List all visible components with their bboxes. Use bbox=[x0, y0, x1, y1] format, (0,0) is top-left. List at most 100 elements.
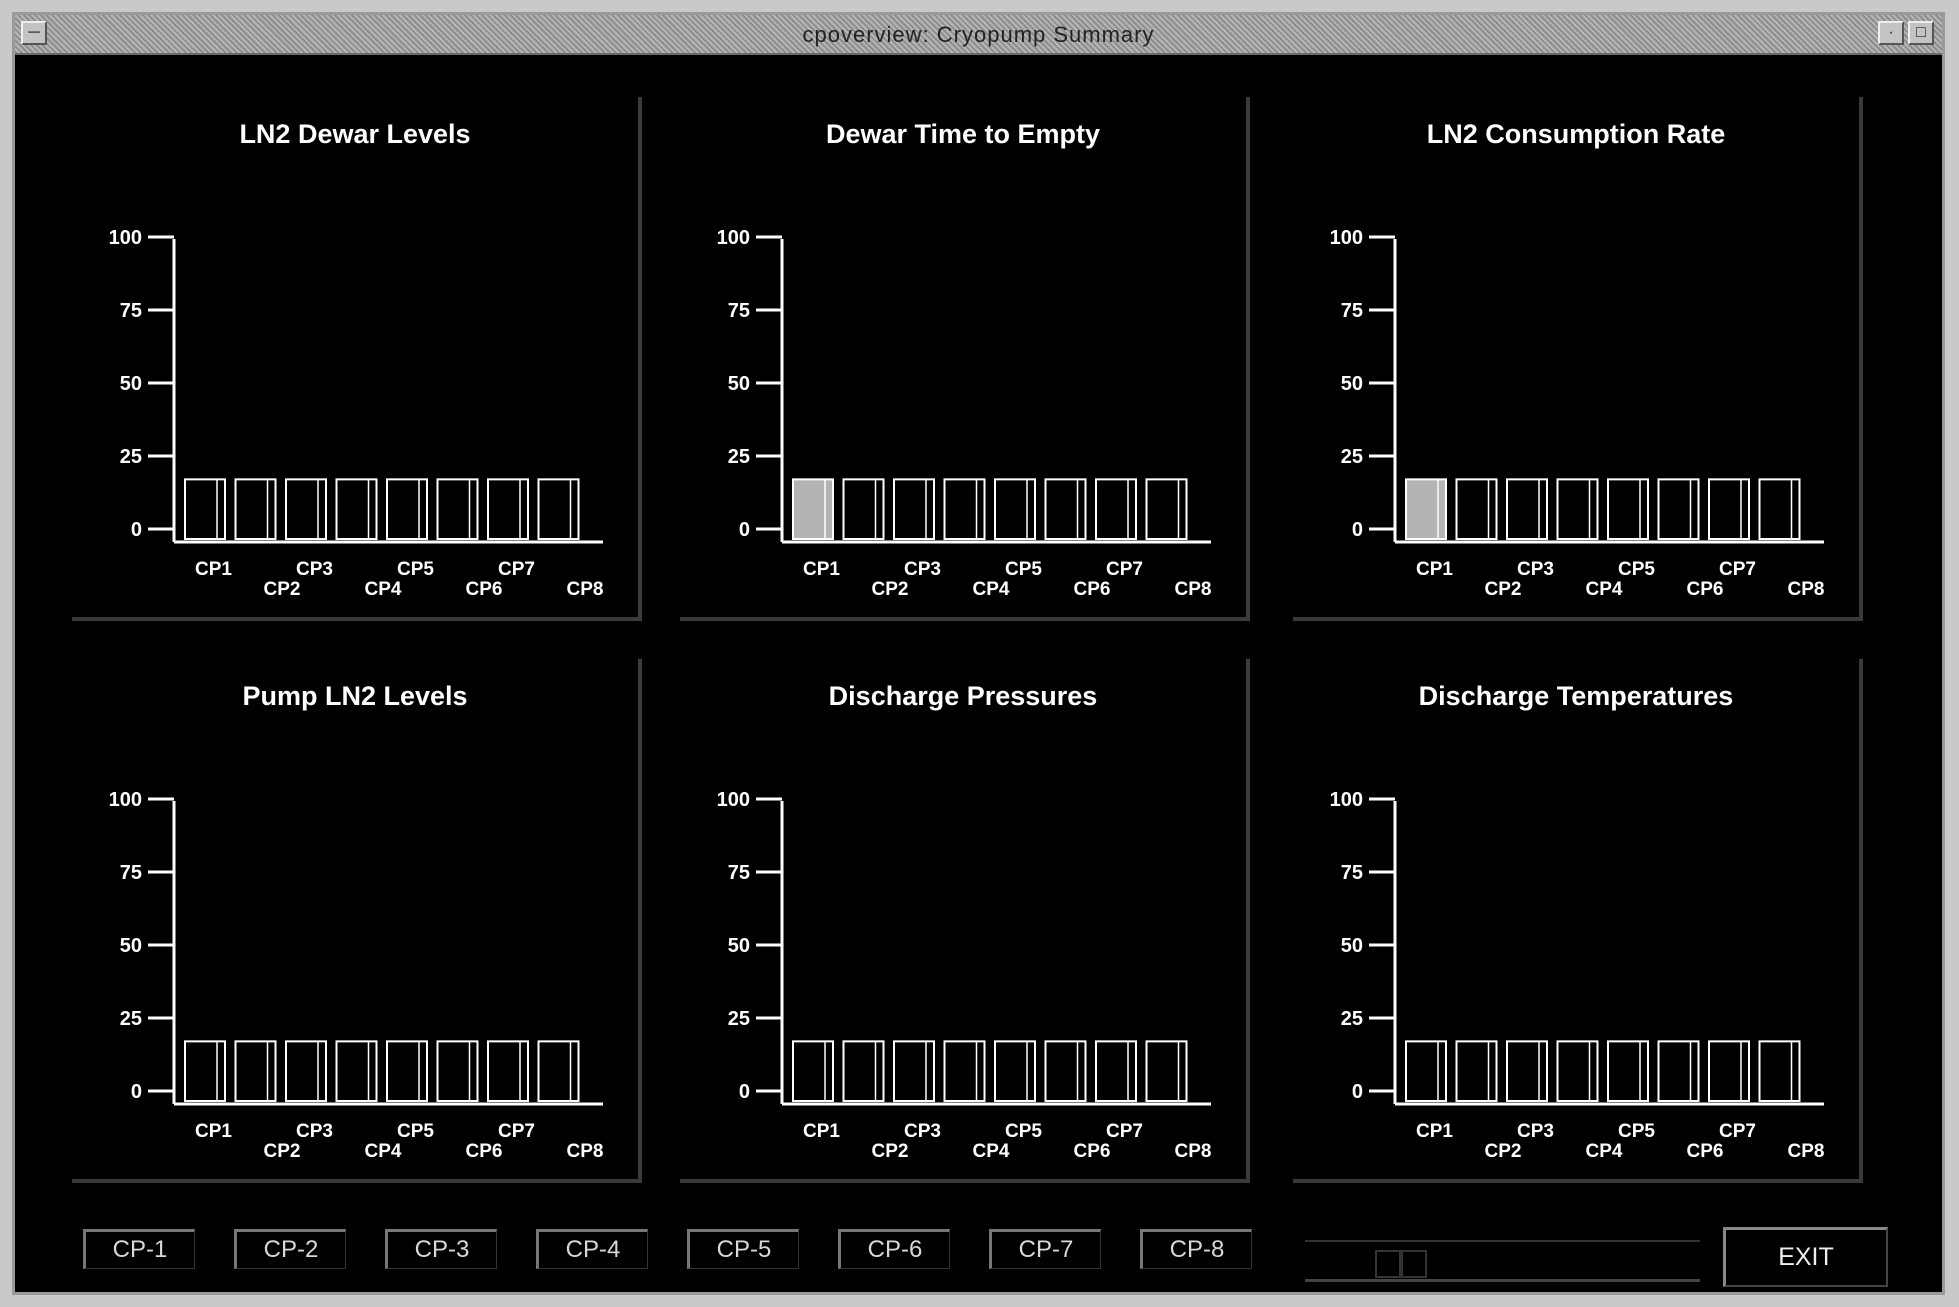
x-tick-label: CP4 bbox=[1586, 579, 1623, 600]
bar-cp7 bbox=[1095, 478, 1137, 540]
y-tick-label: 75 bbox=[1341, 300, 1363, 322]
bar-cp3 bbox=[1506, 478, 1548, 540]
y-tick-label: 25 bbox=[728, 1008, 750, 1030]
x-tick-label: CP1 bbox=[803, 1121, 840, 1142]
x-tick-label: CP3 bbox=[1517, 1121, 1554, 1142]
bar-cp3 bbox=[893, 478, 935, 540]
x-tick-label: CP3 bbox=[296, 559, 333, 580]
bar-cp7 bbox=[1095, 1040, 1137, 1102]
bar-cp4 bbox=[335, 1040, 378, 1102]
cp-4-button[interactable]: CP-4 bbox=[536, 1229, 648, 1269]
cp-8-button[interactable]: CP-8 bbox=[1140, 1229, 1252, 1269]
status-segment bbox=[1401, 1250, 1427, 1278]
window-title: cpoverview: Cryopump Summary bbox=[802, 22, 1155, 47]
y-tick-label: 25 bbox=[120, 446, 142, 468]
bar-cp6 bbox=[1657, 1040, 1700, 1102]
bar-cp1 bbox=[1405, 478, 1447, 540]
panel-discharge-temperatures: Discharge Temperatures 100 75 50 25 0 CP1 CP2 C… bbox=[1293, 659, 1863, 1183]
y-tick-label: 100 bbox=[717, 789, 750, 811]
bar-cp4 bbox=[1556, 1040, 1599, 1102]
y-tick-label: 25 bbox=[728, 446, 750, 468]
chart-title: Pump LN2 Levels bbox=[242, 681, 468, 711]
x-tick-label: CP6 bbox=[1687, 579, 1724, 600]
bar-cp8 bbox=[537, 1040, 580, 1102]
bar-cp6 bbox=[436, 1040, 479, 1102]
bar-cp5 bbox=[1607, 478, 1649, 540]
chart-title: LN2 Dewar Levels bbox=[239, 119, 471, 149]
bar-cp7 bbox=[487, 478, 529, 540]
x-tick-label: CP2 bbox=[264, 579, 301, 600]
x-tick-label: CP8 bbox=[1788, 1141, 1825, 1162]
y-tick-label: 100 bbox=[109, 789, 142, 811]
bar-cp1 bbox=[1405, 1040, 1447, 1102]
x-tick-label: CP2 bbox=[1485, 579, 1522, 600]
bar-cp7 bbox=[1708, 1040, 1750, 1102]
y-tick-label: 0 bbox=[1352, 519, 1363, 541]
bar-cp8 bbox=[537, 478, 580, 540]
window-menu-icon[interactable]: ─ bbox=[21, 21, 47, 45]
x-tick-label: CP5 bbox=[1618, 559, 1655, 580]
x-tick-label: CP3 bbox=[904, 559, 941, 580]
bar-cp5 bbox=[994, 478, 1036, 540]
cp-5-button[interactable]: CP-5 bbox=[687, 1229, 799, 1269]
bar-cp6 bbox=[1044, 1040, 1087, 1102]
bar-cp6 bbox=[1657, 478, 1700, 540]
y-tick-label: 25 bbox=[1341, 446, 1363, 468]
bar-cp8 bbox=[1145, 1040, 1188, 1102]
bar-cp5 bbox=[386, 478, 428, 540]
bar-cp3 bbox=[893, 1040, 935, 1102]
bar-cp3 bbox=[285, 478, 327, 540]
bar-cp2 bbox=[842, 1040, 885, 1102]
x-tick-label: CP4 bbox=[1586, 1141, 1623, 1162]
bar-cp4 bbox=[943, 478, 986, 540]
y-tick-label: 100 bbox=[717, 227, 750, 249]
x-tick-label: CP3 bbox=[296, 1121, 333, 1142]
bar-cp3 bbox=[1506, 1040, 1548, 1102]
cp-1-button[interactable]: CP-1 bbox=[83, 1229, 195, 1269]
bar-cp2 bbox=[234, 478, 277, 540]
x-tick-label: CP7 bbox=[1106, 1121, 1143, 1142]
status-indicator bbox=[1305, 1240, 1700, 1282]
chart-title: Dewar Time to Empty bbox=[825, 119, 1101, 149]
y-tick-label: 50 bbox=[728, 935, 750, 957]
x-tick-label: CP5 bbox=[1618, 1121, 1655, 1142]
x-tick-label: CP1 bbox=[195, 559, 232, 580]
bar-cp4 bbox=[335, 478, 378, 540]
bar-cp1 bbox=[184, 1040, 226, 1102]
bar-cp4 bbox=[1556, 478, 1599, 540]
x-tick-label: CP6 bbox=[1074, 579, 1111, 600]
x-tick-label: CP1 bbox=[195, 1121, 232, 1142]
panel-pump-ln2-levels: Pump LN2 Levels 100 75 50 25 0 CP1 CP2 CP3 CP4 CP… bbox=[72, 659, 642, 1183]
chart-title: LN2 Consumption Rate bbox=[1426, 119, 1726, 149]
bar-cp7 bbox=[487, 1040, 529, 1102]
bar-cp5 bbox=[386, 1040, 428, 1102]
y-tick-label: 100 bbox=[109, 227, 142, 249]
y-tick-label: 75 bbox=[1341, 862, 1363, 884]
cp-6-button[interactable]: CP-6 bbox=[838, 1229, 950, 1269]
exit-button[interactable]: EXIT bbox=[1723, 1227, 1888, 1287]
x-tick-label: CP8 bbox=[1788, 579, 1825, 600]
cp-2-button[interactable]: CP-2 bbox=[234, 1229, 346, 1269]
x-tick-label: CP5 bbox=[397, 559, 434, 580]
cp-7-button[interactable]: CP-7 bbox=[989, 1229, 1101, 1269]
maximize-icon[interactable]: □ bbox=[1908, 21, 1934, 45]
chart-title: Discharge Pressures bbox=[828, 681, 1098, 711]
bar-cp2 bbox=[234, 1040, 277, 1102]
minimize-icon[interactable]: · bbox=[1878, 21, 1904, 45]
y-tick-label: 25 bbox=[1341, 1008, 1363, 1030]
x-tick-label: CP6 bbox=[1074, 1141, 1111, 1162]
y-tick-label: 50 bbox=[1341, 935, 1363, 957]
bar-cp1 bbox=[184, 478, 226, 540]
title-bar[interactable]: ─ cpoverview: Cryopump Summary · □ bbox=[15, 15, 1942, 55]
cp-3-button[interactable]: CP-3 bbox=[385, 1229, 497, 1269]
bar-cp8 bbox=[1758, 1040, 1801, 1102]
bar-cp5 bbox=[994, 1040, 1036, 1102]
bar-cp8 bbox=[1145, 478, 1188, 540]
y-tick-label: 0 bbox=[131, 519, 142, 541]
y-tick-label: 100 bbox=[1330, 227, 1363, 249]
bar-cp1 bbox=[792, 478, 834, 540]
y-tick-label: 0 bbox=[739, 519, 750, 541]
x-tick-label: CP1 bbox=[803, 559, 840, 580]
